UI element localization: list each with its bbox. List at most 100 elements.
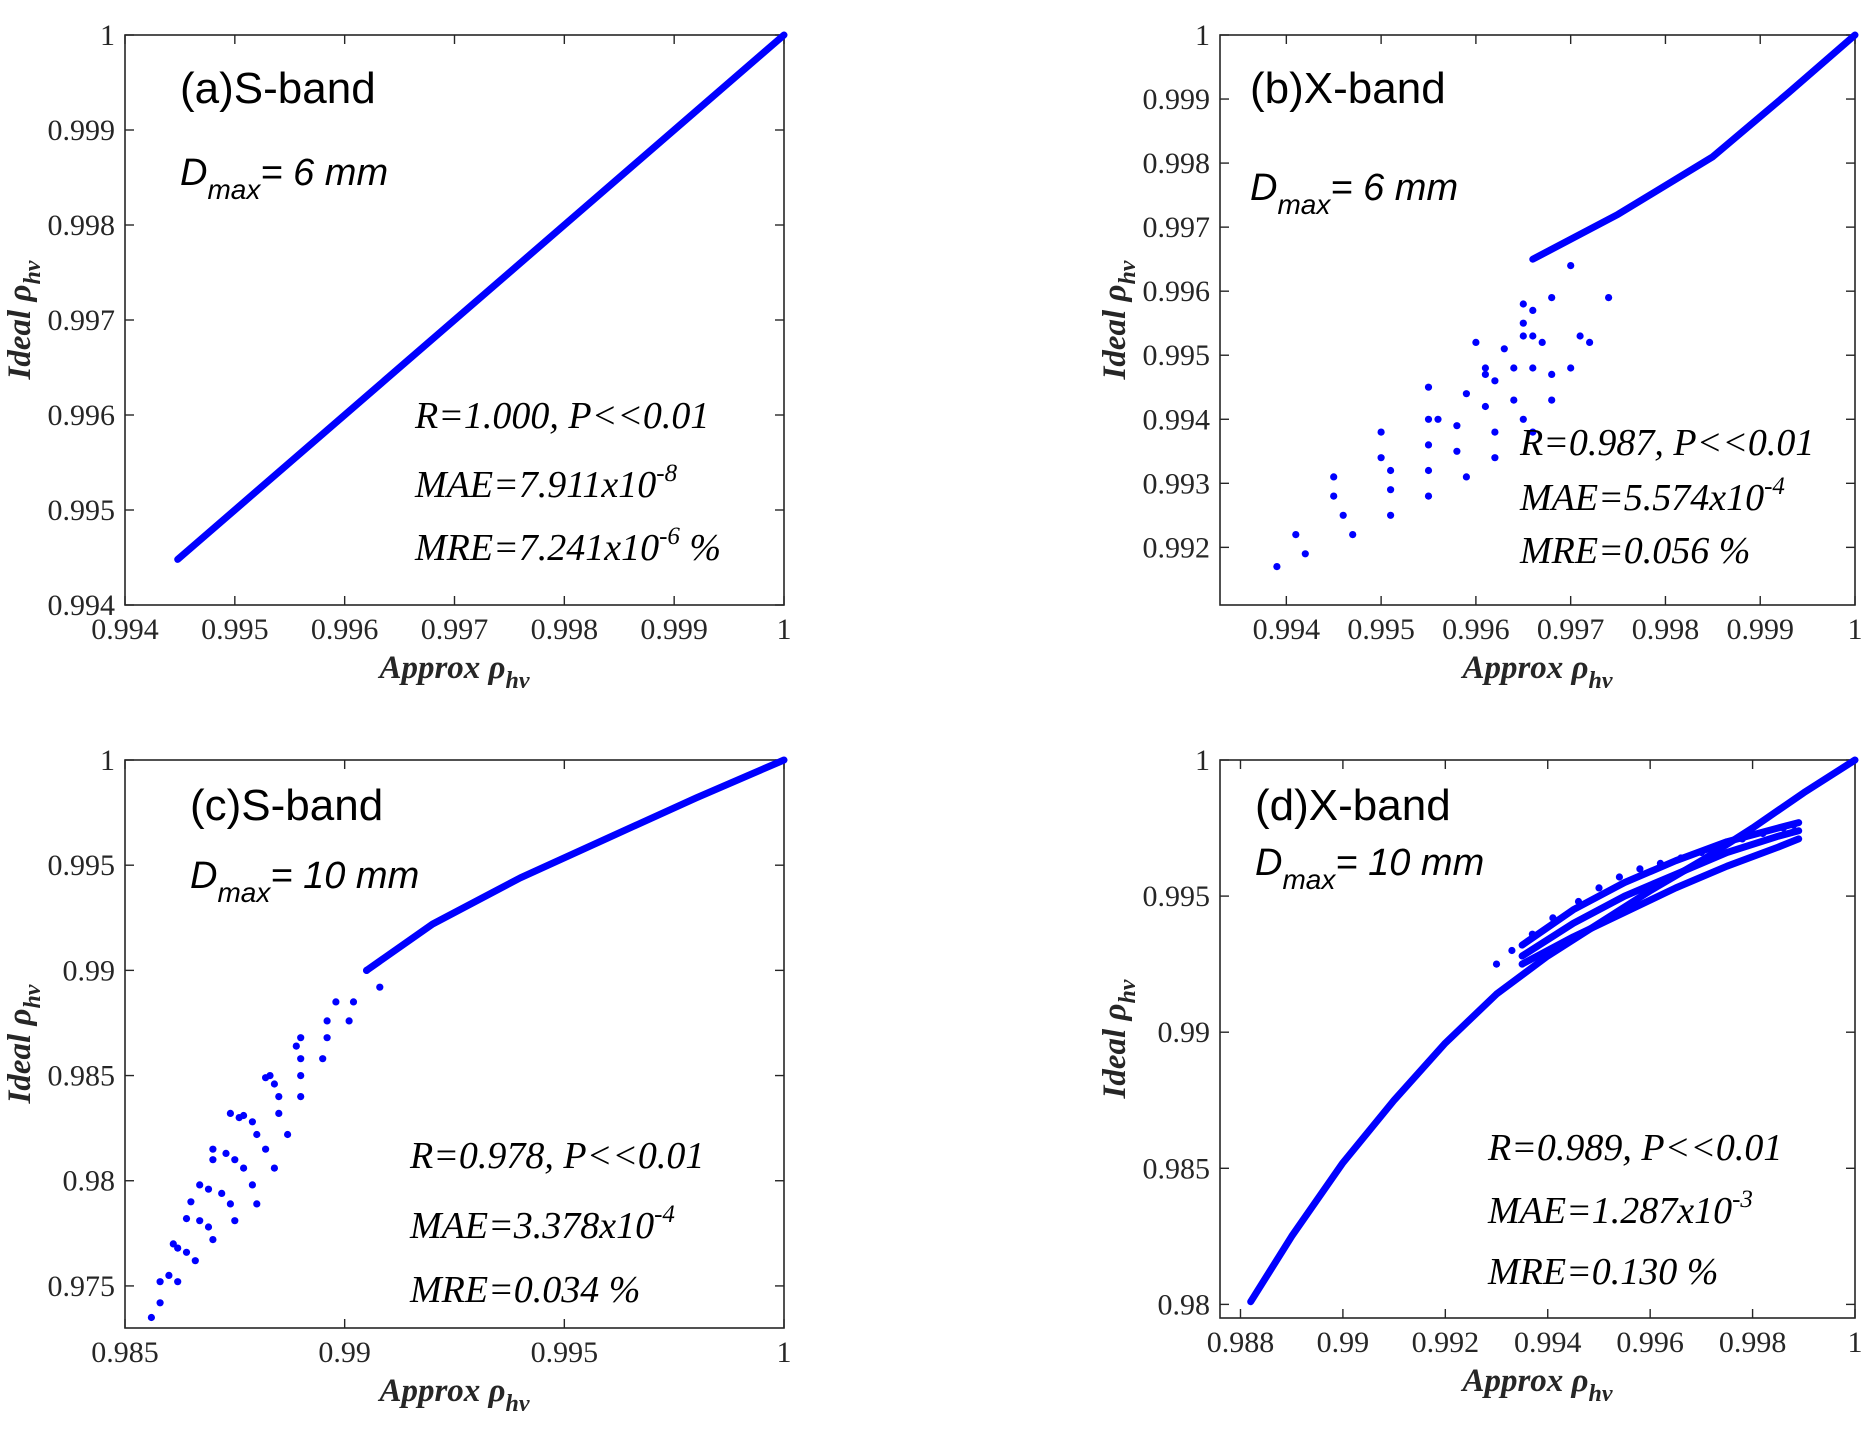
data-point [1387,511,1395,519]
data-point [323,1017,331,1025]
data-point [1330,492,1338,500]
y-tick-label: 0.985 [1143,1152,1211,1185]
y-tick-label: 0.998 [48,209,116,242]
y-tick-label: 0.996 [48,399,116,432]
data-point [1424,441,1433,449]
data-point [345,1017,353,1025]
y-tick-label: 1 [1195,744,1210,777]
series-main-curve [1247,756,1859,1306]
y-tick-label: 0.998 [1143,147,1211,180]
data-point [1656,859,1664,868]
data-point [222,1149,230,1157]
data-point [297,1034,305,1042]
data-point [1576,332,1584,340]
stat-line: R=0.978, P<<0.01 [409,1135,704,1177]
y-axis-label: Ideal ρhv [2,984,46,1104]
data-point [165,1271,173,1279]
data-point [262,1145,270,1153]
dmax-label: Dmax= 10 mm [1255,842,1484,895]
y-tick-label: 0.994 [48,589,116,622]
data-point [196,1217,204,1225]
data-point [1789,821,1798,829]
data-point [363,966,371,975]
data-point [240,1164,248,1172]
data-point [1481,402,1489,411]
data-point [1462,390,1470,398]
y-tick-label: 0.993 [1143,467,1211,500]
x-tick-label: 0.99 [1317,1326,1370,1359]
data-point [1586,338,1594,346]
y-tick-label: 0.99 [1158,1016,1211,1049]
data-point [1529,332,1537,340]
data-point [319,1055,327,1063]
data-point [1574,897,1583,906]
panel-1: 0.994 0.995 0.996 0.997 0.998 0.999 1 0.994 0.99… [2,19,792,694]
data-point [240,1111,248,1120]
x-tick-label: 1 [1848,1326,1863,1359]
x-tick-label: 0.998 [531,613,599,646]
series-branch-3 [1349,306,1537,539]
data-point [156,1299,164,1307]
stat-line: MRE=7.241x10-6 % [414,523,721,569]
data-point [1424,492,1433,500]
x-axis-label: Approx ρhv [1460,650,1612,694]
y-tick-label: 0.995 [48,494,116,527]
series-branch-5 [1424,332,1537,500]
x-tick-label: 0.995 [531,1336,599,1369]
data-point [1481,364,1489,372]
stat-line: R=1.000, P<<0.01 [414,395,709,437]
data-point [1548,294,1556,302]
data-point [284,1130,292,1139]
data-point [231,1217,239,1225]
series-branch-7 [1491,294,1613,462]
data-point [204,1185,213,1193]
y-tick-label: 0.98 [1158,1288,1211,1321]
data-point [1453,422,1461,430]
panel-title: (a)S-band [180,64,376,113]
panel-title: (c)S-band [190,781,383,830]
series-branch-2 [1301,319,1527,558]
y-tick-label: 0.996 [1143,275,1211,308]
data-point [253,1200,261,1208]
y-tick-label: 1 [100,19,115,52]
stat-line: MAE=1.287x10-3 [1487,1186,1753,1232]
x-tick-label: 0.998 [1632,613,1700,646]
data-point [182,1248,191,1256]
data-point [1519,300,1527,308]
stat-line: MRE=0.056 % [1519,530,1750,572]
data-point [231,1156,239,1164]
stat-line: R=0.989, P<<0.01 [1487,1127,1782,1169]
data-point [323,1034,331,1042]
x-tick-label: 0.997 [421,613,489,646]
data-point [182,1215,191,1223]
data-point [1529,364,1537,372]
x-tick-label: 0.996 [311,613,379,646]
series-branch-6 [1462,338,1546,481]
data-point [1549,914,1557,922]
data-point [1330,473,1338,481]
data-point [147,1313,155,1322]
y-tick-label: 0.997 [1143,211,1211,244]
data-point [297,1093,305,1101]
data-point [1301,550,1309,558]
data-point [226,1109,234,1117]
data-point [1519,332,1527,340]
series-branch-8 [226,983,384,1117]
data-point [1273,563,1281,571]
x-tick-label: 0.999 [640,613,708,646]
data-point [1377,454,1385,462]
series-branch-7 [209,1017,353,1153]
series-cloud-lower [1518,835,1803,968]
data-point [1453,447,1461,455]
data-point [156,1278,164,1286]
data-point [174,1244,182,1252]
data-point [1491,428,1499,436]
data-point [253,1130,261,1139]
dmax-label: Dmax= 6 mm [1250,167,1458,220]
x-tick-label: 0.995 [1347,613,1415,646]
data-point [1462,473,1470,481]
data-point [1510,364,1518,372]
panel-3: 0.985 0.99 0.995 1 0.975 0.98 0.985 0.99 0.995 1 A… [2,744,792,1417]
series-branch-3 [165,1164,278,1279]
